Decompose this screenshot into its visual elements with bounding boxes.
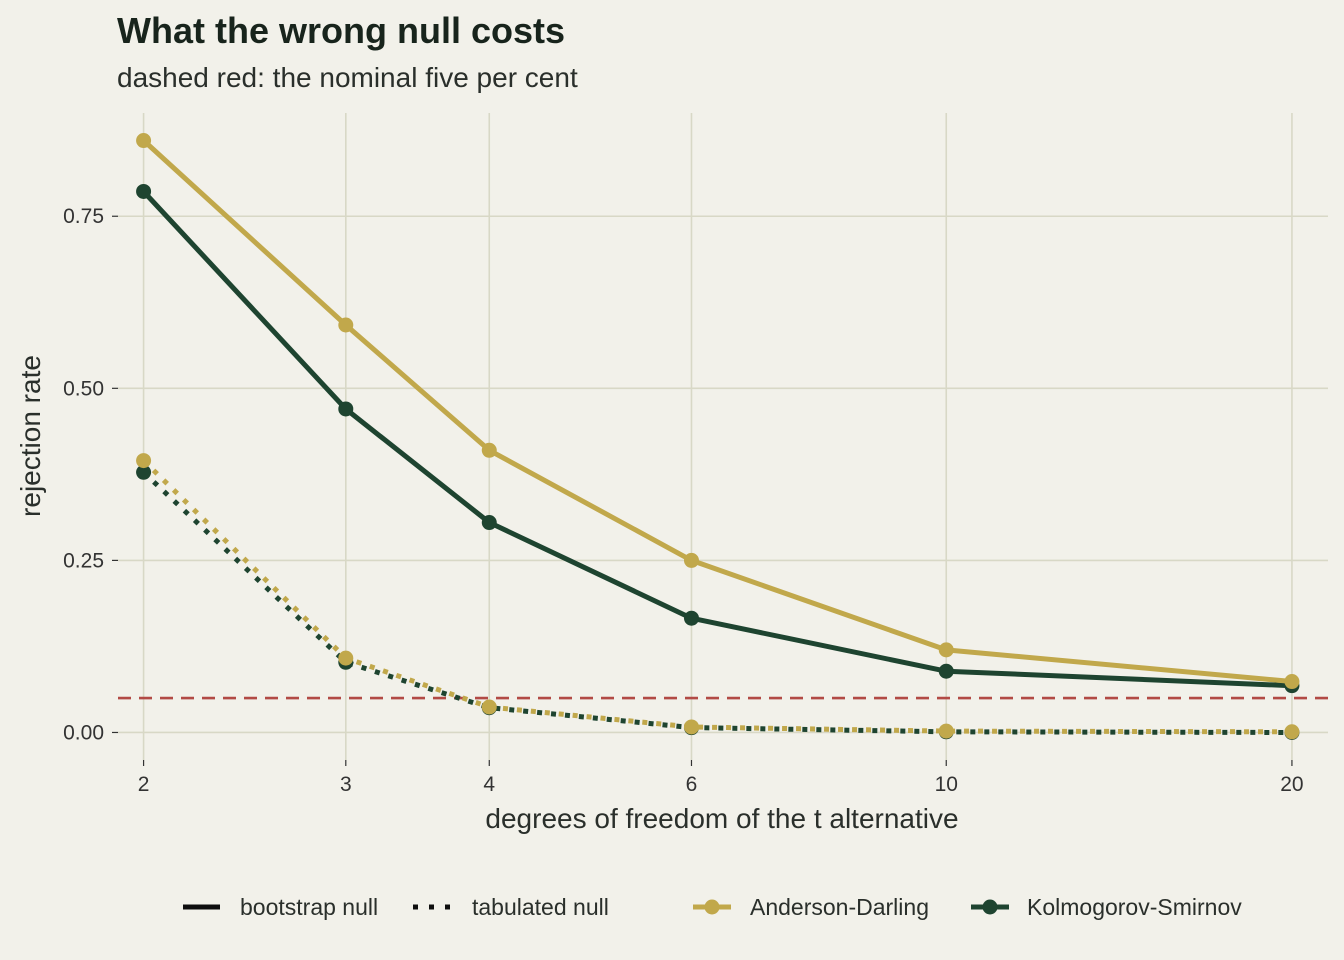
series-line	[141, 138, 1293, 684]
data-point	[683, 719, 699, 735]
axis-layer: 0.00 0.25 0.50 0.75 2 3 4 6 10 20	[63, 205, 1303, 796]
data-point	[481, 442, 497, 458]
x-tick-label: 6	[686, 773, 698, 796]
data-point	[481, 515, 497, 531]
x-tick-label: 10	[935, 773, 958, 796]
y-tick-label: 0.75	[63, 205, 104, 228]
x-axis-label: degrees of freedom of the t alternative	[485, 803, 958, 834]
legend-label-tabulated-null: tabulated null	[472, 894, 609, 920]
data-point	[683, 552, 699, 568]
legend-label-anderson-darling: Anderson-Darling	[750, 894, 929, 920]
x-tick-label: 3	[340, 773, 352, 796]
data-point	[338, 650, 354, 666]
grid-layer	[118, 113, 1328, 760]
data-point	[481, 699, 497, 715]
legend-marker-kolmogorov-smirnov	[982, 899, 998, 915]
data-point	[338, 401, 354, 417]
x-tick-label: 4	[483, 773, 495, 796]
data-point	[136, 453, 152, 469]
series-line	[141, 458, 1292, 735]
data-point	[1284, 674, 1300, 690]
legend: bootstrap null tabulated null Anderson-Dar…	[183, 894, 1242, 920]
data-point	[136, 133, 152, 149]
y-tick-label: 0.50	[63, 377, 104, 400]
y-tick-label: 0.25	[63, 549, 104, 572]
data-point	[1284, 724, 1300, 740]
data-point	[136, 464, 152, 480]
x-tick-label: 20	[1280, 773, 1303, 796]
legend-marker-anderson-darling	[704, 899, 720, 915]
series-line	[141, 189, 1293, 689]
data-point	[683, 610, 699, 626]
x-tick-label: 2	[138, 773, 150, 796]
legend-label-kolmogorov-smirnov: Kolmogorov-Smirnov	[1027, 894, 1242, 920]
chart-subtitle: dashed red: the nominal five per cent	[117, 62, 578, 93]
series-layer	[136, 133, 1300, 740]
data-point	[938, 642, 954, 658]
series-kolmogorov-smirnov-bootstrap	[136, 183, 1300, 694]
chart-title: What the wrong null costs	[117, 10, 565, 51]
series-anderson-darling-bootstrap	[136, 133, 1300, 690]
legend-label-bootstrap-null: bootstrap null	[240, 894, 378, 920]
y-axis-label: rejection rate	[15, 355, 46, 517]
data-point	[136, 183, 152, 199]
series-anderson-darling-tabulated	[136, 453, 1300, 740]
data-point	[338, 317, 354, 333]
data-point	[938, 663, 954, 679]
series-line	[141, 470, 1292, 735]
data-point	[938, 723, 954, 739]
y-tick-label: 0.00	[63, 721, 104, 744]
